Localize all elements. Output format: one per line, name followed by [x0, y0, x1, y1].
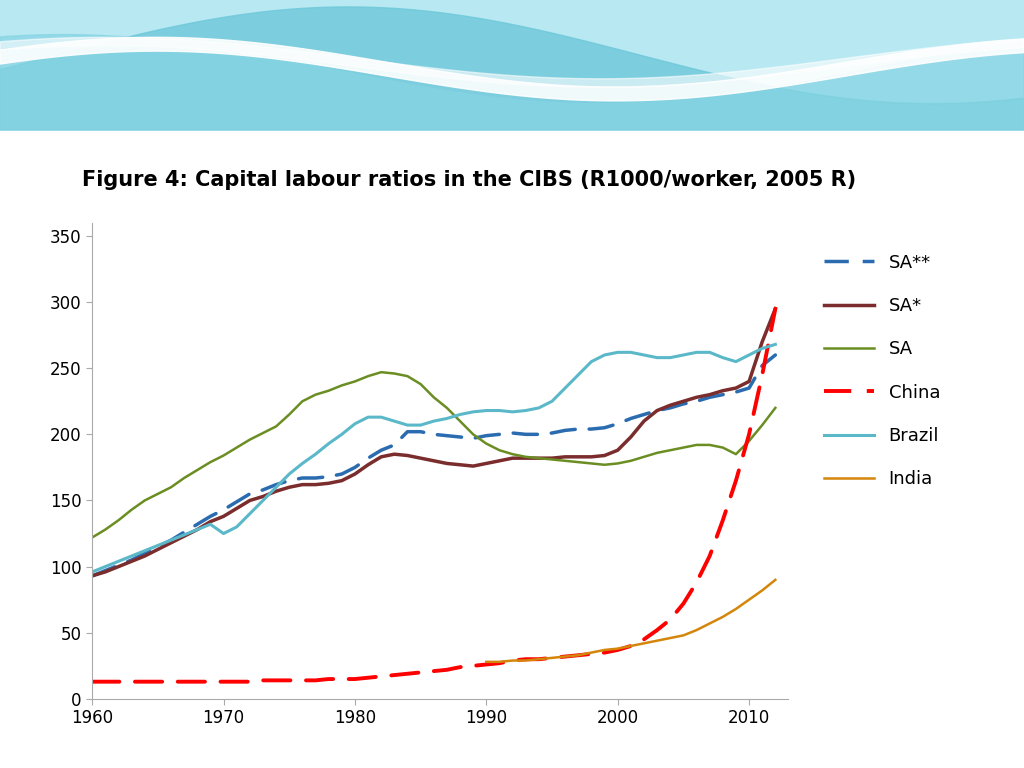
Legend: SA**, SA*, SA, China, Brazil, India: SA**, SA*, SA, China, Brazil, India — [816, 247, 947, 495]
Text: Figure 4: Capital labour ratios in the CIBS (R1000/worker, 2005 R): Figure 4: Capital labour ratios in the C… — [82, 170, 856, 190]
